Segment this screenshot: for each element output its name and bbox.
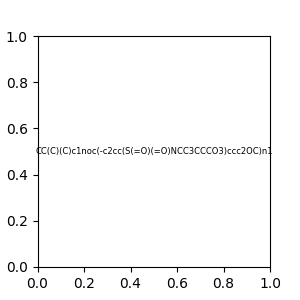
Text: CC(C)(C)c1noc(-c2cc(S(=O)(=O)NCC3CCCO3)ccc2OC)n1: CC(C)(C)c1noc(-c2cc(S(=O)(=O)NCC3CCCO3)c… [35,147,272,156]
